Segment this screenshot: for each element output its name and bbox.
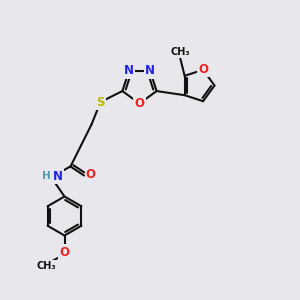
Text: N: N <box>52 170 63 183</box>
Text: O: O <box>59 245 70 259</box>
Text: CH₃: CH₃ <box>170 47 190 57</box>
Text: S: S <box>96 95 105 109</box>
Text: N: N <box>145 64 155 77</box>
Text: H: H <box>42 171 51 182</box>
Text: N: N <box>124 64 134 77</box>
Text: CH₃: CH₃ <box>36 261 56 271</box>
Text: O: O <box>134 97 145 110</box>
Text: O: O <box>85 168 96 182</box>
Text: O: O <box>198 63 208 76</box>
